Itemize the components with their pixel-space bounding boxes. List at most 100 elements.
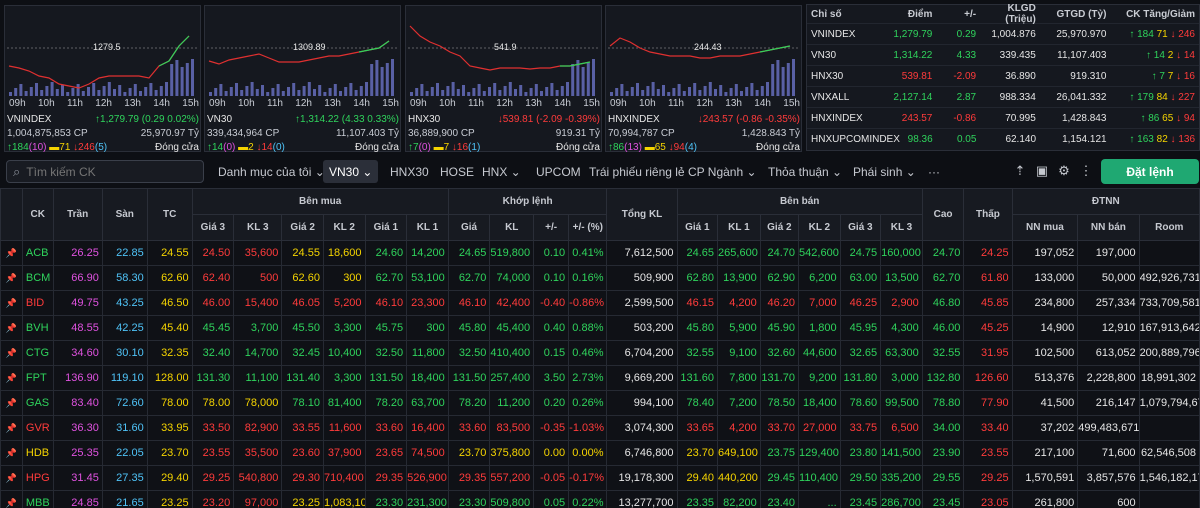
cell-12: 0.00 (533, 440, 570, 466)
cell-13: 0.88% (568, 315, 608, 341)
cell-17: 29.45 (759, 465, 800, 491)
cell-4: 45.45 (191, 315, 235, 341)
chart-volume: 339,434,964 CP (207, 128, 280, 139)
index-chart-hnxindex[interactable]: 244.43 09h 10h 11h 12h 13h 14h 15h HNXINDEX ↓24… (605, 5, 802, 153)
table-row[interactable]: 📌 BID 49.75 43.25 46.50 46.00 15,400 46.05 5,200… (0, 290, 1200, 316)
tab-3[interactable]: HOSE (440, 164, 475, 179)
cell-7: 5,200 (322, 290, 366, 316)
cell-10: 45.80 (447, 315, 491, 341)
cell-21: 24.70 (921, 240, 965, 266)
table-row[interactable]: 📌 GAS 83.40 72.60 78.00 78.00 78,000 78.10 81,40… (0, 390, 1200, 416)
pin-icon[interactable]: 📌 (0, 240, 23, 266)
index-row[interactable]: VNXALL 2,127.14 2.87 988.334 26,041.332 … (807, 86, 1199, 107)
cell-14: 994,100 (606, 390, 678, 416)
pin-icon[interactable]: 📌 (0, 415, 23, 441)
cell-6: 45.50 (281, 315, 324, 341)
cell-9: 526,900 (406, 465, 449, 491)
chart-index-name: VNINDEX (7, 114, 52, 125)
index-row[interactable]: HNXUPCOMINDEX 98.36 0.05 62.140 1,154.12… (807, 128, 1199, 149)
cell-15: 78.40 (676, 390, 719, 416)
pin-icon[interactable]: 📌 (0, 340, 23, 366)
cell-24: 12,910 (1077, 315, 1140, 341)
cell-15: 23.70 (676, 440, 719, 466)
cell-23: 217,100 (1011, 440, 1079, 466)
cell-19: 24.75 (839, 240, 882, 266)
index-row[interactable]: HNX30 539.81 -2.09 36.890 919.310 ↑ 7 7 … (807, 65, 1199, 86)
table-row[interactable]: 📌 MBB 24.85 21.65 23.25 23.20 97,000 23.25 1,083… (0, 490, 1200, 508)
tab-8[interactable]: Thỏa thuận ⌄ (768, 164, 843, 179)
cell-1: 66.90 (52, 265, 103, 291)
cell-23: 513,376 (1011, 365, 1079, 391)
cell-20: 63,300 (880, 340, 923, 366)
place-order-button[interactable]: Đặt lệnh (1101, 159, 1199, 184)
chart-index-value: ↑1,314.22 (4.33 0.33%) (295, 114, 399, 125)
table-row[interactable]: 📌 BVH 48.55 42.25 45.40 45.45 3,700 45.50 3,300 4… (0, 315, 1200, 341)
table-row[interactable]: 📌 FPT 136.90 119.10 128.00 131.30 11,100 131.40… (0, 365, 1200, 391)
tab-4[interactable]: HNX ⌄ (482, 164, 521, 179)
tab-10[interactable]: ··· (928, 164, 940, 179)
cell-10: 131.50 (447, 365, 491, 391)
index-chart-hnx30[interactable]: 541.9 09h 10h 11h 12h 13h 14h 15h HNX30 ↓539.81… (405, 5, 602, 153)
cell-6: 32.45 (281, 340, 324, 366)
index-summary-table: Chỉ số Điểm +/- KLGD (Triệu) GTGD (Tỷ) CK Tăn… (806, 3, 1200, 151)
pin-icon[interactable]: 📌 (0, 290, 23, 316)
cell-4: 33.50 (191, 415, 235, 441)
pin-icon[interactable]: 📌 (0, 265, 23, 291)
cell-15: 32.55 (676, 340, 719, 366)
excel-icon[interactable]: ▣ (1035, 163, 1049, 178)
tab-6[interactable]: Trái phiếu riêng lẻ (589, 164, 685, 179)
cell-19: 46.25 (839, 290, 882, 316)
cell-11: 375,800 (489, 440, 535, 466)
index-row[interactable]: HNXINDEX 243.57 -0.86 70.995 1,428.843 ↑… (807, 107, 1199, 128)
tab-1[interactable]: VN30 ⌄ (323, 160, 379, 183)
pin-icon[interactable]: 📌 (0, 490, 23, 508)
search-box[interactable]: ⌕ (6, 160, 204, 183)
search-input[interactable] (26, 164, 187, 179)
cell-22: 45.25 (963, 315, 1013, 341)
table-row[interactable]: 📌 ACB 26.25 22.85 24.55 24.50 35,600 24.55 18,60… (0, 240, 1200, 266)
cell-12: -0.40 (533, 290, 570, 316)
cell-16: 4,200 (717, 415, 761, 441)
cell-22: 45.85 (963, 290, 1013, 316)
cell-13: 0.26% (568, 390, 608, 416)
cell-5: 3,700 (233, 315, 283, 341)
table-row[interactable]: 📌 BCM 66.90 58.30 62.60 62.40 500 62.60 300 62.70… (0, 265, 1200, 291)
tab-0[interactable]: Danh mục của tôi ⌄ (218, 164, 325, 179)
pin-icon[interactable]: 📌 (0, 315, 23, 341)
cell-17: 62.90 (759, 265, 800, 291)
cell-20: 141,500 (880, 440, 923, 466)
cell-19: 23.45 (839, 490, 882, 508)
cell-14: 9,669,200 (606, 365, 678, 391)
cell-3: 45.40 (146, 315, 193, 341)
cell-15: 45.80 (676, 315, 719, 341)
table-row[interactable]: 📌 CTG 34.60 30.10 32.35 32.40 14,700 32.45 10,40… (0, 340, 1200, 366)
tab-7[interactable]: CP Ngành ⌄ (688, 164, 757, 179)
cell-13: -0.86% (568, 290, 608, 316)
cell-3: 62.60 (146, 265, 193, 291)
cell-6: 29.30 (281, 465, 324, 491)
pin-icon[interactable]: 📌 (0, 465, 23, 491)
pin-icon[interactable]: 📌 (0, 390, 23, 416)
chart-index-value: ↑1,279.79 (0.29 0.02%) (95, 114, 199, 125)
more-icon[interactable]: ⋮ (1079, 163, 1093, 178)
table-row[interactable]: 📌 HPG 31.45 27.35 29.40 29.25 540,800 29.30 710,… (0, 465, 1200, 491)
gear-icon[interactable]: ⚙ (1058, 163, 1070, 178)
cell-11: 257,400 (489, 365, 535, 391)
upload-icon[interactable]: ⇡ (1014, 163, 1026, 178)
tab-9[interactable]: Phái sinh ⌄ (853, 164, 916, 179)
pin-icon[interactable]: 📌 (0, 365, 23, 391)
pin-icon[interactable]: 📌 (0, 440, 23, 466)
tab-2[interactable]: HNX30 (390, 164, 429, 179)
tab-5[interactable]: UPCOM (536, 164, 581, 179)
cell-17: 24.70 (759, 240, 800, 266)
cell-9: 23,300 (406, 290, 449, 316)
cell-11: 410,400 (489, 340, 535, 366)
index-row[interactable]: VNINDEX 1,279.79 0.29 1,004.876 25,970.9… (807, 23, 1199, 44)
index-chart-vnindex[interactable]: 1279.5 09h 10h 11h 12h 13h 14h 15h VNINDEX ↑1,2… (4, 5, 201, 153)
index-chart-vn30[interactable]: 1309.89 09h 10h 11h 12h 13h 14h 15h VN30 ↑1,314… (204, 5, 401, 153)
cell-22: 23.55 (963, 440, 1013, 466)
table-row[interactable]: 📌 HDB 25.35 22.05 23.70 23.55 35,500 23.60 37,90… (0, 440, 1200, 466)
cell-16: 5,900 (717, 315, 761, 341)
index-row[interactable]: VN30 1,314.22 4.33 339.435 11,107.403 ↑ … (807, 44, 1199, 65)
table-row[interactable]: 📌 GVR 36.30 31.60 33.95 33.50 82,900 33.55 11,60… (0, 415, 1200, 441)
